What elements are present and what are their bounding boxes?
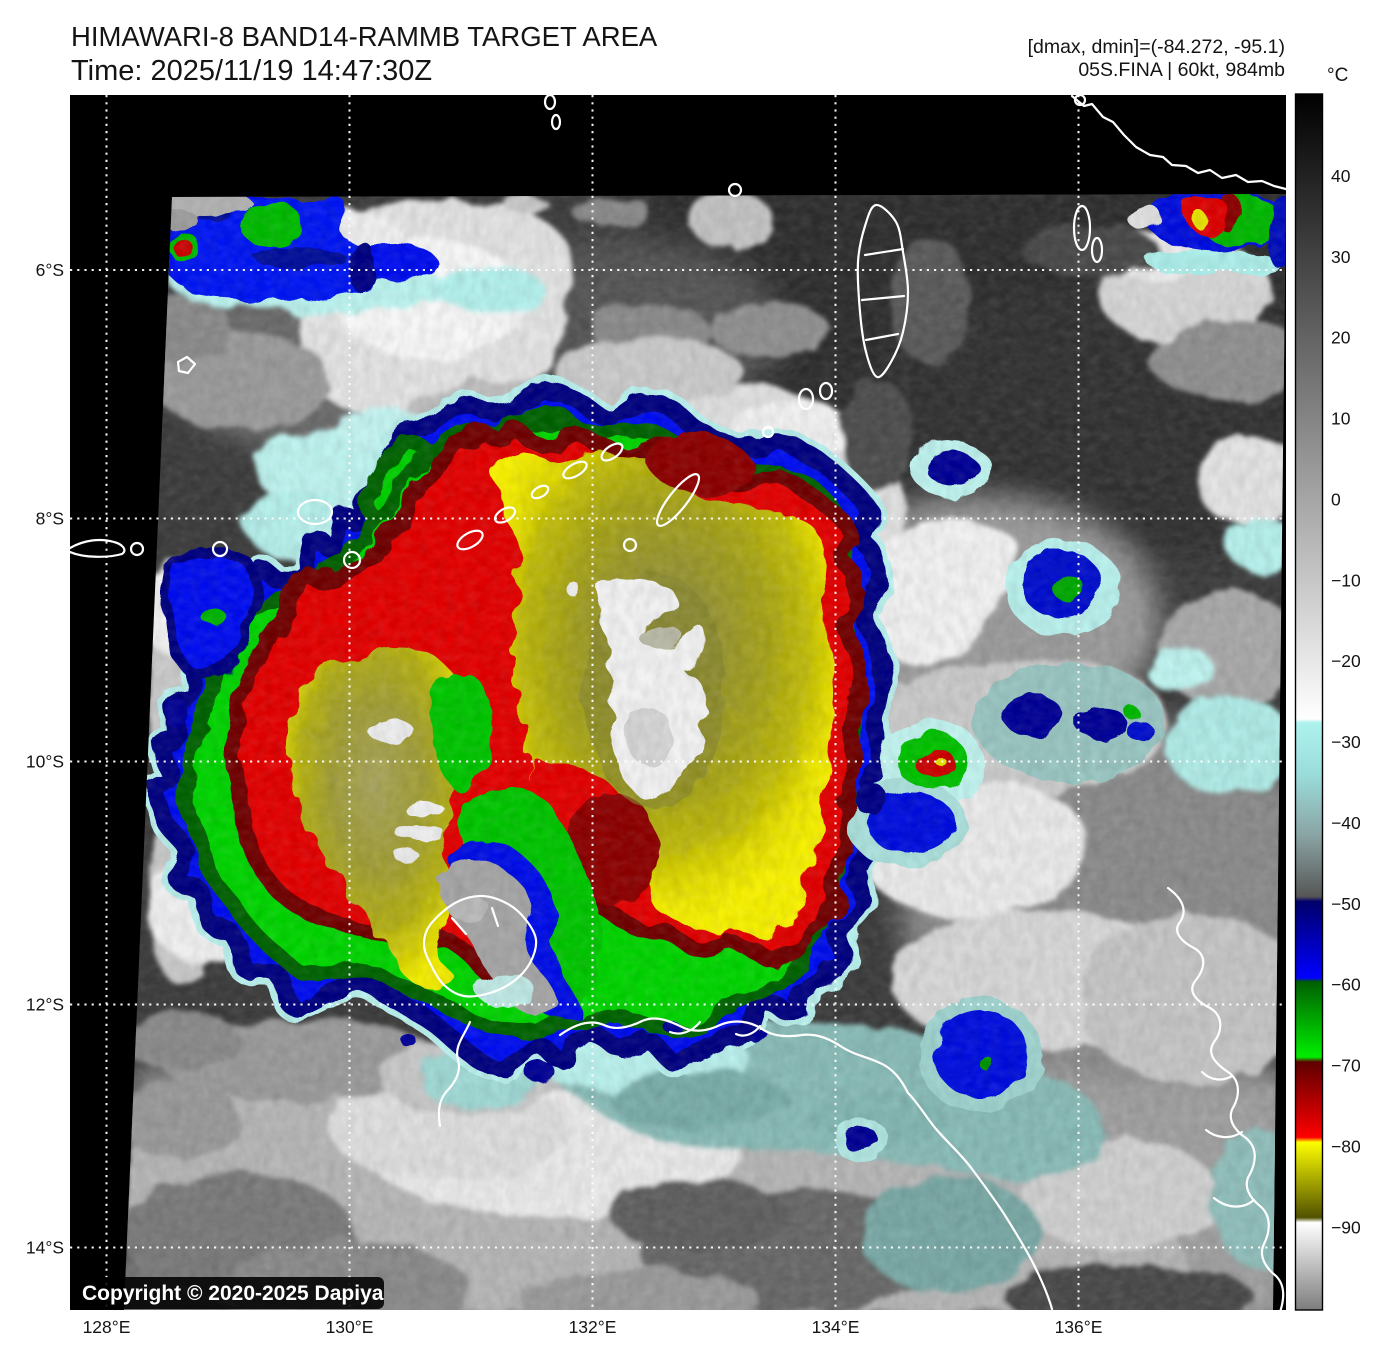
svg-text:−30: −30 — [1331, 732, 1361, 752]
svg-text:136°E: 136°E — [1055, 1317, 1103, 1337]
svg-text:−80: −80 — [1331, 1137, 1361, 1157]
svg-text:HIMAWARI-8 BAND14-RAMMB TARGET: HIMAWARI-8 BAND14-RAMMB TARGET AREA — [71, 21, 658, 52]
svg-text:−10: −10 — [1331, 570, 1361, 590]
svg-text:Time: 2025/11/19 14:47:30Z: Time: 2025/11/19 14:47:30Z — [71, 55, 432, 87]
svg-text:−20: −20 — [1331, 651, 1361, 671]
svg-text:−60: −60 — [1331, 975, 1361, 995]
svg-text:−40: −40 — [1331, 813, 1361, 833]
svg-text:−90: −90 — [1331, 1217, 1361, 1237]
svg-text:°C: °C — [1327, 65, 1348, 86]
svg-text:6°S: 6°S — [36, 260, 64, 280]
svg-text:30: 30 — [1331, 247, 1351, 267]
svg-text:132°E: 132°E — [569, 1317, 617, 1337]
svg-text:20: 20 — [1331, 328, 1351, 348]
svg-text:−50: −50 — [1331, 894, 1361, 914]
svg-text:40: 40 — [1331, 166, 1351, 186]
svg-text:130°E: 130°E — [326, 1317, 374, 1337]
svg-text:134°E: 134°E — [812, 1317, 860, 1337]
svg-text:−70: −70 — [1331, 1056, 1361, 1076]
svg-text:8°S: 8°S — [36, 509, 64, 529]
svg-text:14°S: 14°S — [26, 1238, 64, 1258]
svg-text:Copyright © 2020-2025 Dapiya: Copyright © 2020-2025 Dapiya — [82, 1282, 384, 1305]
svg-text:0: 0 — [1331, 490, 1341, 510]
svg-text:[dmax, dmin]=(-84.272, -95.1): [dmax, dmin]=(-84.272, -95.1) — [1028, 36, 1285, 58]
svg-text:128°E: 128°E — [83, 1317, 131, 1337]
svg-text:10: 10 — [1331, 409, 1351, 429]
svg-text:12°S: 12°S — [26, 995, 64, 1015]
svg-text:10°S: 10°S — [26, 752, 64, 772]
svg-text:05S.FINA | 60kt, 984mb: 05S.FINA | 60kt, 984mb — [1078, 59, 1285, 81]
